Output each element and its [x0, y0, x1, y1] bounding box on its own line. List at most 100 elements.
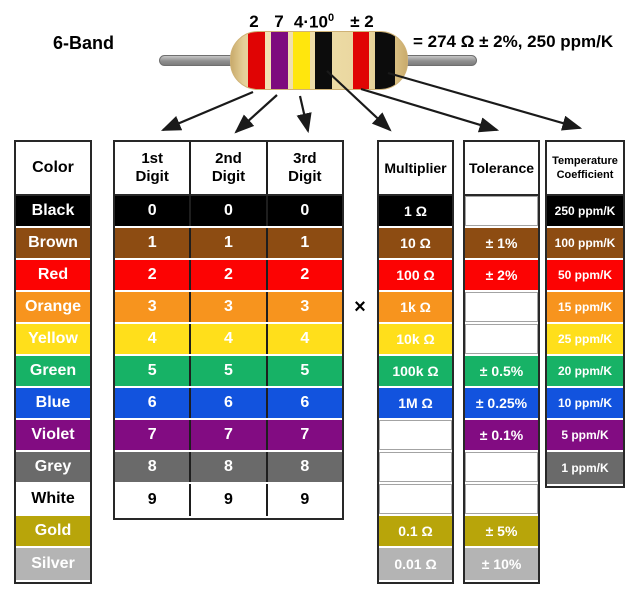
digit-cell: 0	[300, 202, 310, 219]
tolerance-cell-green: ± 0.5%	[465, 356, 538, 388]
digit-cell: 0	[115, 196, 192, 226]
multiplier-cell-blue: 1M Ω	[379, 388, 452, 420]
digit-cell: 5	[300, 362, 310, 379]
digit-cell: 1	[191, 228, 268, 258]
tolerance-cell-red: ± 2%	[465, 260, 538, 292]
annotation-tolerance: ± 2	[350, 12, 374, 31]
digit-cell: 6	[115, 388, 192, 418]
resistor-body	[230, 31, 408, 90]
color-row-red: Red	[16, 260, 90, 292]
tempco-cell-black: 250 ppm/K	[547, 196, 623, 228]
color-row-gold: Gold	[16, 516, 90, 548]
multiplier-cell-gold: 0.1 Ω	[379, 516, 452, 548]
annotation-multiplier-base: 4·10	[293, 12, 328, 32]
color-row-silver: Silver	[16, 548, 90, 580]
arrow-band1-to-1st-digit	[160, 90, 254, 132]
color-row-violet: Violet	[16, 420, 90, 452]
arrow-band3-to-3rd-digit	[296, 95, 312, 134]
arrow-band2-to-2nd-digit	[234, 94, 278, 134]
tempco-cell-red: 50 ppm/K	[547, 260, 623, 292]
digit-table-header: 1st Digit 2nd Digit 3rd Digit	[115, 142, 342, 196]
tempco-table-header: Temperature Coefficient	[547, 142, 623, 196]
resistor-band-black-tempco	[375, 32, 395, 89]
multiplier-cell-grey-blank	[379, 452, 452, 484]
digit-cell: 5	[191, 356, 268, 386]
annotation-multiplier-exponent: 0	[327, 12, 335, 24]
tolerance-cell-brown: ± 1%	[465, 228, 538, 260]
multiplier-cell-silver: 0.01 Ω	[379, 548, 452, 580]
resistor-band-yellow-3rd-digit	[293, 32, 310, 89]
tempco-cell-orange: 15 ppm/K	[547, 292, 623, 324]
header-1st-digit: 1st Digit	[115, 142, 192, 194]
tempco-cell-brown: 100 ppm/K	[547, 228, 623, 260]
multiplier-cell-red: 100 Ω	[379, 260, 452, 292]
resistance-result-text: = 274 Ω ± 2%, 250 ppm/K	[413, 32, 614, 51]
arrow-band4-to-multiplier	[326, 70, 392, 132]
tempco-cell-blue: 10 ppm/K	[547, 388, 623, 420]
digit-cell: 7	[115, 420, 192, 450]
tempco-cell-grey: 1 ppm/K	[547, 452, 623, 484]
annotation-digit2: 7	[274, 12, 284, 31]
multiplier-cell-brown: 10 Ω	[379, 228, 452, 260]
tolerance-cell-black-blank	[465, 196, 538, 228]
color-row-orange: Orange	[16, 292, 90, 324]
resistor-band-black-multiplier	[315, 32, 332, 89]
tolerance-cell-gold: ± 5%	[465, 516, 538, 548]
multiplier-cell-yellow: 10k Ω	[379, 324, 452, 356]
tempco-cell-yellow: 25 ppm/K	[547, 324, 623, 356]
multiplier-cell-black: 1 Ω	[379, 196, 452, 228]
color-row-blue: Blue	[16, 388, 90, 420]
tolerance-cell-violet: ± 0.1%	[465, 420, 538, 452]
digit-cell: 9	[115, 484, 192, 516]
resistor-band-red-tolerance	[353, 32, 369, 89]
header-2nd-digit: 2nd Digit	[191, 142, 268, 194]
multiplier-cell-green: 100k Ω	[379, 356, 452, 388]
color-row-green: Green	[16, 356, 90, 388]
tempco-table: Temperature Coefficient 250 ppm/K 100 ppm…	[545, 140, 625, 488]
color-table-header: Color	[16, 142, 90, 196]
tolerance-cell-white-blank	[465, 484, 538, 516]
annotation-digit1: 2	[249, 12, 259, 31]
multiplier-cell-violet-blank	[379, 420, 452, 452]
resistor-band-violet-2nd-digit	[271, 32, 288, 89]
digit-cell: 2	[191, 260, 268, 290]
digit-cell: 6	[191, 388, 268, 418]
digit-cell: 4	[115, 324, 192, 354]
multiplier-cell-orange: 1k Ω	[379, 292, 452, 324]
digit-cell: 0	[191, 196, 268, 226]
digit-cell: 8	[300, 458, 310, 475]
tolerance-cell-grey-blank	[465, 452, 538, 484]
digit-cell: 9	[300, 491, 310, 508]
tolerance-table-header: Tolerance	[465, 142, 538, 196]
tempco-cell-green: 20 ppm/K	[547, 356, 623, 388]
color-row-brown: Brown	[16, 228, 90, 260]
digit-cell: 3	[300, 298, 310, 315]
color-row-grey: Grey	[16, 452, 90, 484]
digit-cell: 4	[300, 330, 310, 347]
tempco-cell-violet: 5 ppm/K	[547, 420, 623, 452]
digit-cell: 7	[191, 420, 268, 450]
annotation-multiplier: 4·100	[286, 12, 342, 32]
color-row-white: White	[16, 484, 90, 516]
resistor-band-red-1st-digit	[248, 32, 265, 89]
digit-cell: 3	[115, 292, 192, 322]
multiplier-cell-white-blank	[379, 484, 452, 516]
tolerance-table: Tolerance ± 1% ± 2% ± 0.5% ± 0.25% ± 0.1…	[463, 140, 540, 584]
digit-cell: 8	[191, 452, 268, 482]
digit-cell: 2	[115, 260, 192, 290]
digit-cell: 6	[300, 394, 310, 411]
multiply-symbol: ×	[354, 296, 366, 318]
